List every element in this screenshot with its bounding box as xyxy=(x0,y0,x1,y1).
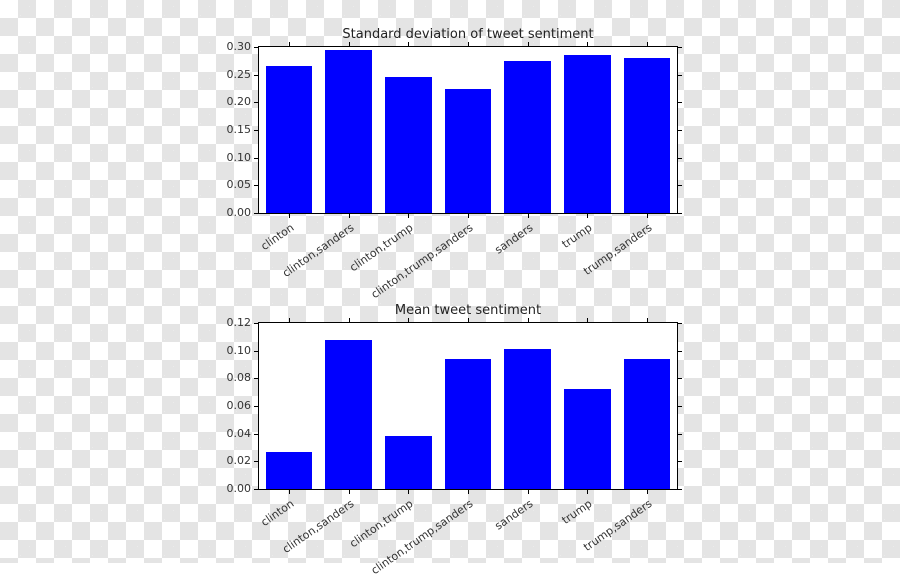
x-tick-label: trump xyxy=(560,221,595,251)
bar xyxy=(266,452,313,489)
bar xyxy=(564,389,611,489)
y-tick-label: 0.12 xyxy=(227,316,252,329)
bar xyxy=(564,55,611,213)
chart-mean-sentiment: Mean tweet sentiment 0.000.020.040.060.0… xyxy=(258,322,678,490)
y-tick-label: 0.10 xyxy=(227,151,252,164)
y-tick-label: 0.15 xyxy=(227,123,252,136)
y-tick-label: 0.20 xyxy=(227,95,252,108)
x-tick-label: clinton xyxy=(258,221,296,253)
bar xyxy=(325,50,372,213)
y-tick-label: 0.08 xyxy=(227,371,252,384)
chart-title: Standard deviation of tweet sentiment xyxy=(259,27,677,42)
y-tick-label: 0.04 xyxy=(227,427,252,440)
bar xyxy=(385,436,432,489)
bar xyxy=(504,61,551,213)
bar xyxy=(504,349,551,489)
x-tick-label: sanders xyxy=(492,221,535,257)
bar xyxy=(266,66,313,213)
bar xyxy=(445,89,492,214)
bar xyxy=(624,359,671,489)
y-tick-label: 0.06 xyxy=(227,399,252,412)
figure: Standard deviation of tweet sentiment 0.… xyxy=(190,22,690,522)
chart-std-sentiment: Standard deviation of tweet sentiment 0.… xyxy=(258,46,678,214)
x-tick-label: clinton,trump,sanders xyxy=(369,221,476,301)
y-tick-label: 0.00 xyxy=(227,482,252,495)
plot-area: 0.000.050.100.150.200.250.30clintonclint… xyxy=(259,47,677,213)
bar xyxy=(624,58,671,213)
y-tick-label: 0.00 xyxy=(227,206,252,219)
y-tick-label: 0.02 xyxy=(227,454,252,467)
y-tick-label: 0.05 xyxy=(227,178,252,191)
y-tick-label: 0.10 xyxy=(227,344,252,357)
plot-area: 0.000.020.040.060.080.100.12clintonclint… xyxy=(259,323,677,489)
bar xyxy=(445,359,492,489)
bar xyxy=(325,340,372,489)
y-tick-label: 0.25 xyxy=(227,68,252,81)
y-tick-label: 0.30 xyxy=(227,40,252,53)
bar xyxy=(385,77,432,213)
chart-title: Mean tweet sentiment xyxy=(259,303,677,318)
